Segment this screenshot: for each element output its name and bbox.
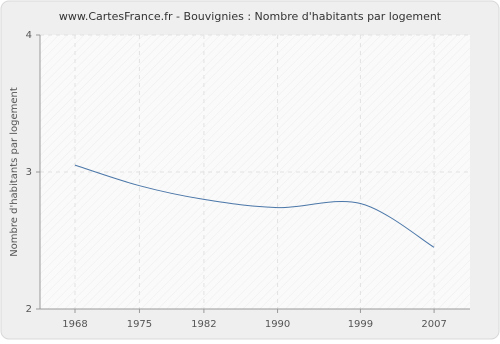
y-tick-label: 3 xyxy=(26,167,32,178)
x-tick-label: 1982 xyxy=(191,319,216,330)
y-tick-label: 2 xyxy=(26,304,32,315)
x-tick-label: 1999 xyxy=(348,319,373,330)
plot-area xyxy=(40,35,470,309)
x-tick-label: 1968 xyxy=(62,319,87,330)
y-tick-label: 4 xyxy=(26,30,32,41)
line xyxy=(74,164,435,248)
x-tick-label: 1990 xyxy=(265,319,290,330)
x-tick-label: 1975 xyxy=(127,319,152,330)
x-tick-label: 2007 xyxy=(421,319,446,330)
y-axis-label: Nombre d'habitants par logement xyxy=(9,87,20,257)
chart-title: www.CartesFrance.fr - Bouvignies : Nombr… xyxy=(59,10,442,23)
